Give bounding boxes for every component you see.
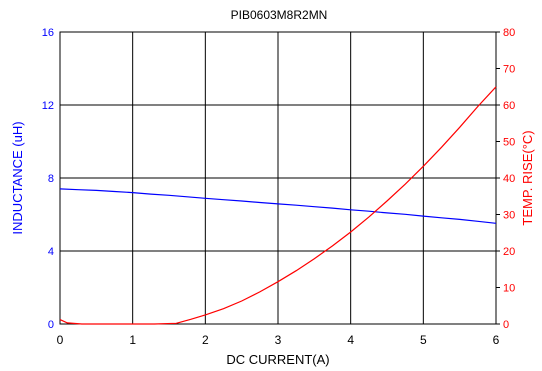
x-axis-tick-label: 4 [347,333,354,347]
x-axis-tick-label: 1 [129,333,136,347]
right-axis-tick-label: 80 [503,27,515,39]
chart-title: PIB0603M8R2MN [231,8,328,22]
x-axis-tick-label: 2 [202,333,209,347]
grid [59,31,497,325]
right-axis-tick-label: 10 [503,283,515,295]
right-axis-tick-label: 20 [503,246,515,258]
right-axis-tick-label: 0 [503,319,509,331]
series-layer [59,86,497,325]
left-axis-tick-label: 16 [42,27,54,39]
right-axis-tick-label: 30 [503,210,515,222]
right-axis-tick-label: 40 [503,173,515,185]
inductance-line [59,188,497,224]
x-axis-tick-label: 5 [420,333,427,347]
left-axis-tick-label: 12 [42,100,54,112]
x-axis-tick-label: 3 [275,333,282,347]
x-axis-label: DC CURRENT(A) [226,352,329,367]
right-axis-tick-label: 60 [503,100,515,112]
temperature-rise-line [59,86,497,325]
right-axis-tick-label: 50 [503,137,515,149]
x-axis-tick-label: 0 [57,333,64,347]
left-axis-tick-label: 0 [48,319,54,331]
left-axis-label: INDUCTANCE (uH) [10,121,25,234]
left-axis-tick-label: 4 [48,246,54,258]
right-axis-ticks: 0 10 20 30 40 50 60 70 80 [496,27,515,331]
x-axis-tick-label: 6 [493,333,500,347]
left-axis-ticks: 0 4 8 12 16 [42,27,54,331]
right-axis-tick-label: 70 [503,64,515,76]
right-axis-label: TEMP. RISE(°C) [520,130,535,225]
left-axis-tick-label: 8 [48,173,54,185]
x-axis-ticks: 0 1 2 3 4 5 6 [57,333,500,347]
